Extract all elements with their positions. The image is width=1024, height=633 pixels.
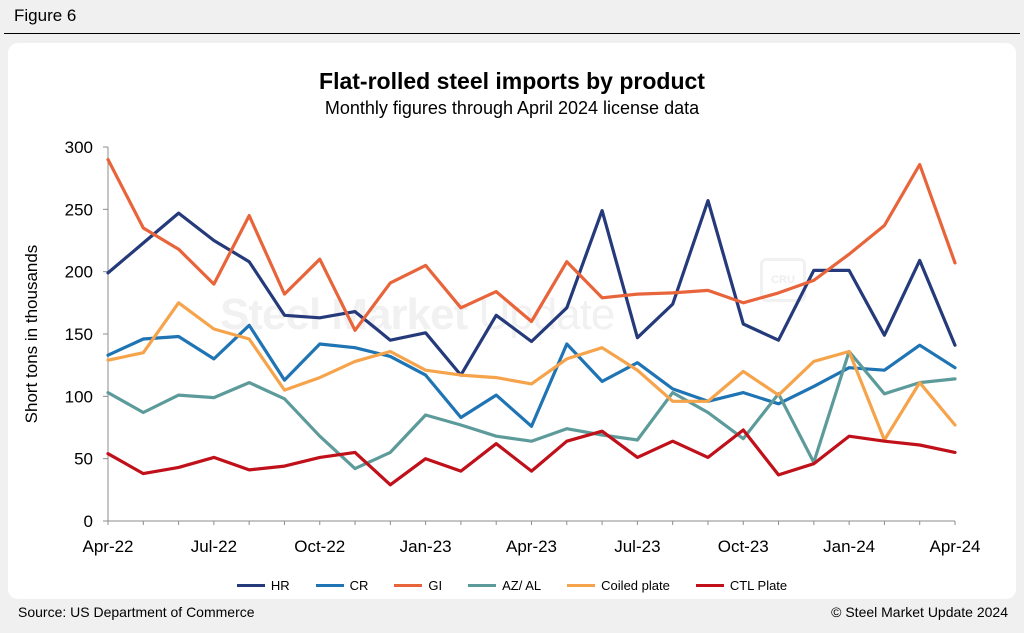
chart-title: Flat-rolled steel imports by product (319, 68, 705, 94)
legend-label: GI (428, 578, 443, 593)
legend-item: CR (315, 578, 369, 593)
y-tick-label: 0 (84, 512, 93, 531)
legend-item: GI (394, 578, 442, 593)
x-tick-label: Oct-22 (294, 537, 345, 556)
figure-label: Figure 6 (14, 6, 77, 25)
legend: HR CR GI AZ/ AL Coiled plate CTL Plate (0, 578, 1024, 593)
legend-item: HR (236, 578, 290, 593)
tick-labels: 0 50 100 150 200 250 300 Apr-22 Jul-22 Oct-22 Jan-… (22, 138, 981, 556)
watermark-badge: CRU (760, 258, 806, 302)
series-line-gi (106, 157, 957, 332)
legend-swatch (236, 584, 265, 587)
x-tick-label: Jul-22 (191, 537, 237, 556)
series-lines (106, 157, 957, 487)
source-note: Source: US Department of Commerce (18, 604, 255, 620)
axes (103, 146, 956, 525)
y-tick-label: 150 (65, 325, 93, 344)
legend-swatch (394, 584, 423, 587)
x-tick-label: Jul-23 (614, 537, 660, 556)
legend-swatch (468, 584, 497, 587)
legend-item: CTL Plate (695, 578, 788, 593)
x-tick-label: Apr-22 (82, 537, 133, 556)
series-line-cr (106, 323, 957, 428)
x-tick-label: Jan-23 (400, 537, 452, 556)
legend-swatch (567, 584, 596, 587)
y-tick-label: 100 (65, 387, 93, 406)
legend-swatch (695, 584, 724, 587)
series-line-hr (106, 199, 957, 377)
legend-label: CR (349, 578, 369, 593)
chart-subtitle: Monthly figures through April 2024 licen… (324, 98, 700, 118)
y-tick-label: 200 (65, 263, 93, 282)
x-tick-label: Jan-24 (823, 537, 875, 556)
legend-label: CTL Plate (729, 578, 788, 593)
credit-note: © Steel Market Update 2024 (831, 604, 1008, 620)
x-tick-label: Apr-23 (506, 537, 557, 556)
x-tick-label: Oct-23 (718, 537, 769, 556)
series-line-coiled-plate (106, 301, 957, 442)
legend-label: Coiled plate (601, 578, 670, 593)
y-tick-label: 300 (65, 138, 93, 157)
y-tick-label: 50 (74, 450, 93, 469)
chart-panel (8, 43, 1016, 599)
x-tick-label: Apr-24 (929, 537, 980, 556)
top-divider (4, 33, 1020, 34)
legend-swatch (315, 584, 344, 587)
y-tick-label: 250 (65, 200, 93, 219)
y-axis-label: Short tons in thousands (22, 245, 41, 424)
legend-item: Coiled plate (567, 578, 670, 593)
legend-item: AZ/ AL (468, 578, 541, 593)
series-line-ctl-plate (106, 428, 957, 487)
legend-label: HR (270, 578, 290, 593)
legend-label: AZ/ AL (502, 578, 542, 593)
